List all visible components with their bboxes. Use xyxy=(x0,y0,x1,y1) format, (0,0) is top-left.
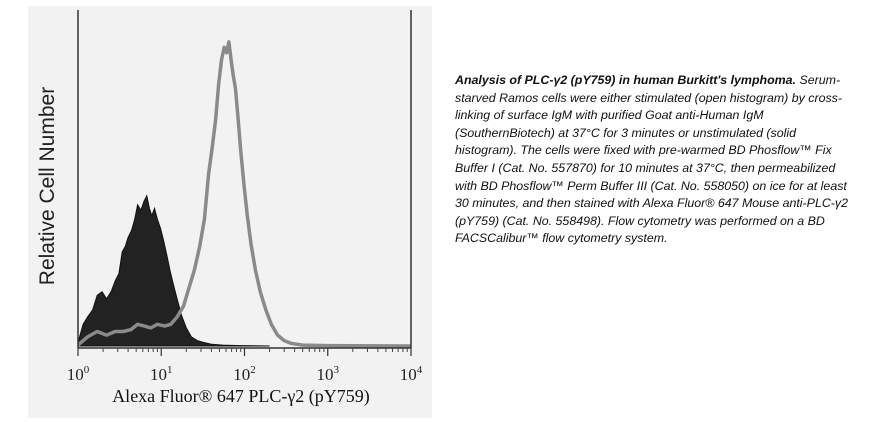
x-tick-label: 104 xyxy=(400,364,423,384)
series-layer xyxy=(76,40,412,348)
unstimulated-histogram xyxy=(77,194,270,347)
plot-panel xyxy=(28,6,432,418)
x-tick-label: 100 xyxy=(67,364,90,384)
tick-layer: 100 101 102 103 104 xyxy=(67,348,423,384)
x-axis-label: Alexa Fluor® 647 PLC-γ2 (pY759) xyxy=(112,386,370,407)
figure-caption: Analysis of PLC-γ2 (pY759) in human Burk… xyxy=(455,72,855,248)
y-axis-label: Relative Cell Number xyxy=(36,87,59,285)
x-tick-label: 102 xyxy=(233,364,256,384)
x-tick-label: 103 xyxy=(317,364,340,384)
stimulated-histogram xyxy=(76,40,412,348)
histogram-chart: 100 101 102 103 104 Relative Cell Number Ale… xyxy=(36,10,423,407)
caption-title: Analysis of PLC-γ2 (pY759) in human Burk… xyxy=(455,73,797,87)
x-tick-label: 101 xyxy=(150,364,173,384)
caption-body: Serum-starved Ramos cells were either st… xyxy=(455,73,848,246)
